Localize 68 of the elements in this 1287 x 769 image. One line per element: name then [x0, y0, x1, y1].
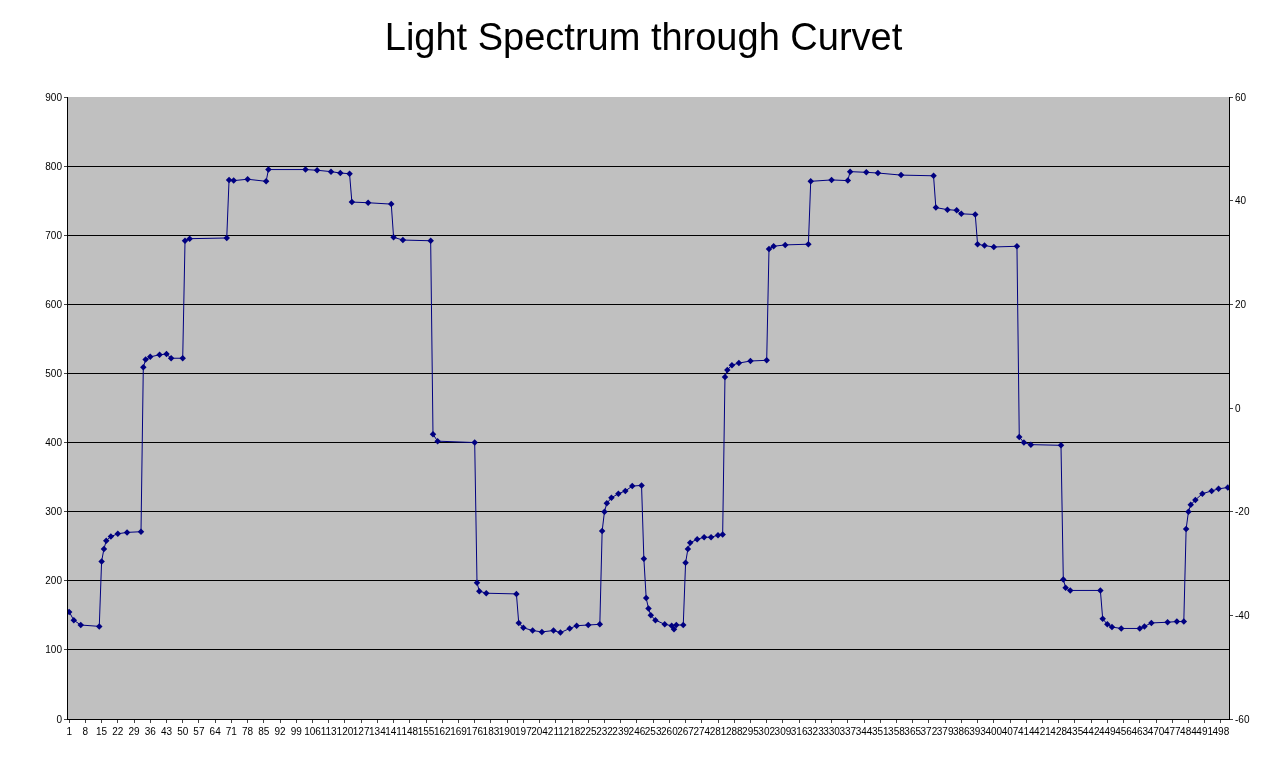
x-tick-label: 15 — [96, 726, 108, 737]
x-tick-label: 1 — [66, 726, 73, 737]
x-tick-label: 428 — [1050, 726, 1068, 737]
x-tick-label: 176 — [466, 726, 484, 737]
y-tick-label: 800 — [45, 160, 63, 172]
x-tick-label: 22 — [112, 726, 124, 737]
x-tick-label: 400 — [985, 726, 1003, 737]
x-tick-label: 442 — [1082, 726, 1100, 737]
x-tick-label: 477 — [1163, 726, 1181, 737]
x-tick-label: 183 — [482, 726, 500, 737]
x-tick-label: 344 — [855, 726, 873, 737]
x-tick-label: 491 — [1196, 726, 1214, 737]
x-tick-label: 407 — [1001, 726, 1019, 737]
y-tick-label: 700 — [45, 229, 63, 241]
x-tick-label: 120 — [336, 726, 354, 737]
y-tick-label: 900 — [45, 91, 63, 103]
y-tick-label: 200 — [45, 575, 63, 587]
y-tick-label: 300 — [45, 506, 63, 518]
x-tick-label: 253 — [644, 726, 662, 737]
y2-tick-label: 20 — [1235, 298, 1247, 310]
x-tick-label: 246 — [628, 726, 646, 737]
y2-tick-label: -40 — [1235, 609, 1250, 621]
x-tick-label: 204 — [531, 726, 549, 737]
x-tick-label: 57 — [193, 726, 205, 737]
x-tick-label: 281 — [709, 726, 727, 737]
x-tick-label: 92 — [274, 726, 287, 737]
x-tick-label: 498 — [1212, 726, 1230, 737]
x-tick-label: 155 — [417, 726, 435, 737]
y2-tick-label: -60 — [1235, 713, 1250, 725]
x-tick-label: 29 — [128, 726, 141, 737]
chart-title: Light Spectrum through Curvet — [384, 15, 903, 58]
y-tick-label: 100 — [45, 644, 63, 656]
x-tick-label: 372 — [920, 726, 938, 737]
x-tick-label: 463 — [1131, 726, 1149, 737]
x-tick-label: 36 — [144, 726, 157, 737]
x-tick-label: 309 — [774, 726, 792, 737]
x-tick-label: 470 — [1147, 726, 1165, 737]
x-tick-label: 71 — [225, 726, 238, 737]
x-tick-label: 365 — [904, 726, 922, 737]
x-tick-label: 218 — [563, 726, 581, 737]
x-tick-label: 113 — [320, 726, 338, 737]
x-tick-label: 302 — [758, 726, 776, 737]
x-tick-label: 50 — [177, 726, 189, 737]
y-tick-label: 600 — [45, 298, 63, 310]
y2-tick-label: 40 — [1235, 195, 1247, 207]
y2-tick-label: 0 — [1235, 402, 1241, 414]
x-tick-label: 64 — [209, 726, 222, 737]
x-tick-label: 43 — [160, 726, 173, 737]
y2-tick-label: 60 — [1235, 91, 1247, 103]
x-tick-label: 106 — [304, 726, 322, 737]
x-tick-label: 337 — [839, 726, 857, 737]
x-tick-label: 239 — [612, 726, 630, 737]
y2-tick-label: -20 — [1235, 506, 1250, 518]
x-tick-label: 435 — [1066, 726, 1084, 737]
x-tick-label: 274 — [693, 726, 711, 737]
x-tick-label: 211 — [547, 726, 565, 737]
y-tick-label: 500 — [45, 367, 63, 379]
x-tick-label: 127 — [352, 726, 370, 737]
y-tick-label: 0 — [56, 713, 63, 725]
x-tick-label: 85 — [258, 726, 270, 737]
y-tick-label: 400 — [45, 437, 63, 449]
x-tick-label: 316 — [790, 726, 808, 737]
x-tick-label: 148 — [401, 726, 419, 737]
x-tick-label: 78 — [242, 726, 254, 737]
x-tick-label: 379 — [936, 726, 954, 737]
x-tick-label: 8 — [82, 726, 89, 737]
x-tick-label: 99 — [290, 726, 303, 737]
x-tick-label: 190 — [498, 726, 516, 737]
